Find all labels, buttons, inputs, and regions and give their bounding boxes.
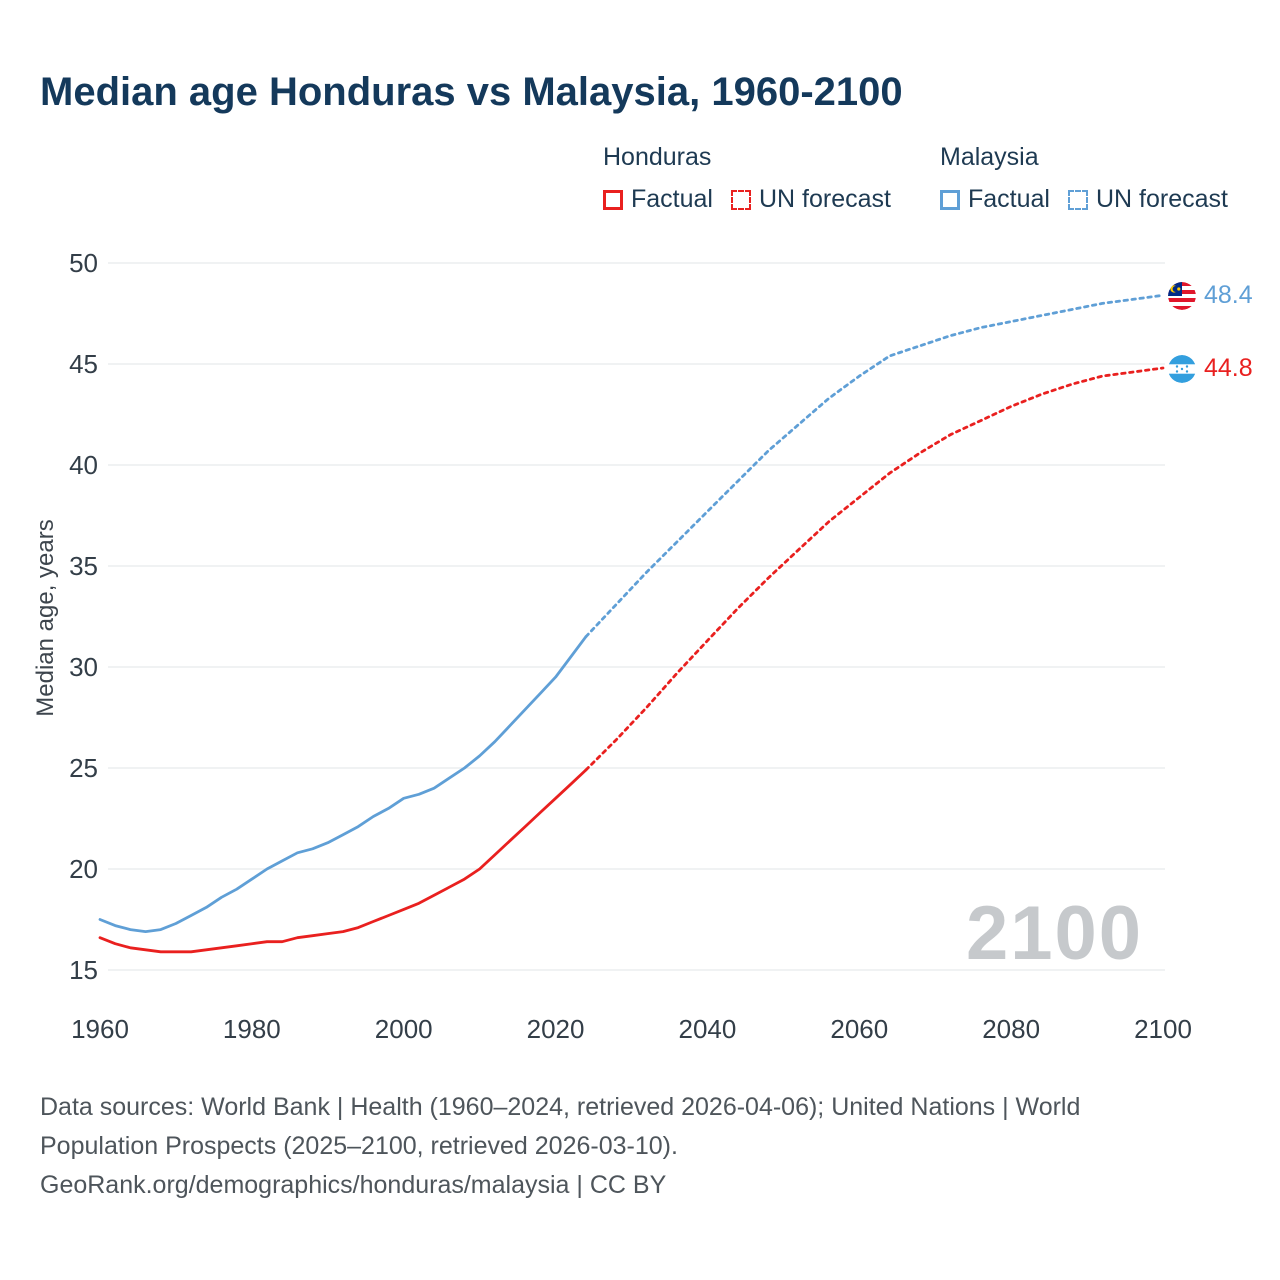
footer-data-sources-line: Data sources: World Bank | Health (1960–… bbox=[40, 1093, 1081, 1121]
legend-forecast-label: UN forecast bbox=[758, 185, 891, 213]
footer-data-sources-line-2: Population Prospects (2025–2100, retriev… bbox=[40, 1132, 678, 1160]
watermark-year: 2100 bbox=[966, 891, 1144, 976]
legend-honduras-factual: Factual bbox=[603, 185, 713, 214]
malaysia-end-value: 48.4 bbox=[1204, 281, 1253, 310]
series-malaysia-forecast bbox=[584, 293, 1165, 639]
series-honduras-forecast bbox=[584, 366, 1165, 772]
malaysia-factual-swatch-icon bbox=[940, 189, 960, 210]
malaysia-end-label: 48.4 bbox=[1168, 281, 1253, 310]
honduras-flag-icon bbox=[1168, 354, 1196, 383]
chart-title: Median age Honduras vs Malaysia, 1960-21… bbox=[40, 70, 903, 114]
legend-honduras-group: Honduras Factual UN forecast bbox=[603, 143, 891, 214]
honduras-factual-swatch-icon bbox=[603, 189, 623, 210]
legend-honduras-header: Honduras bbox=[603, 143, 712, 171]
footer: Data sources: World Bank | Health (1960–… bbox=[40, 1088, 1080, 1205]
legend-malaysia-group: Malaysia Factual UN forecast bbox=[940, 143, 1228, 214]
legend-factual-label: Factual bbox=[968, 185, 1050, 213]
legend-factual-label: Factual bbox=[631, 185, 713, 213]
honduras-forecast-swatch-icon bbox=[730, 189, 751, 210]
legend-malaysia-forecast: UN forecast bbox=[1067, 185, 1228, 214]
legend-honduras-row: Factual UN forecast bbox=[603, 185, 891, 214]
gridlines-group bbox=[108, 262, 1165, 971]
honduras-end-value: 44.8 bbox=[1204, 354, 1253, 383]
legend-malaysia-header: Malaysia bbox=[940, 143, 1039, 171]
footer-attribution-line: GeoRank.org/demographics/honduras/malays… bbox=[40, 1171, 667, 1199]
malaysia-forecast-swatch-icon bbox=[1067, 189, 1088, 210]
series-honduras-factual bbox=[98, 768, 588, 954]
legend-malaysia-row: Factual UN forecast bbox=[940, 185, 1228, 214]
legend-honduras-forecast: UN forecast bbox=[730, 185, 891, 214]
legend-malaysia-factual: Factual bbox=[940, 185, 1050, 214]
malaysia-flag-icon bbox=[1168, 281, 1196, 310]
series-lines-group bbox=[98, 293, 1165, 954]
y-axis-title: Median age, years bbox=[32, 519, 59, 717]
legend-forecast-label: UN forecast bbox=[1095, 185, 1228, 213]
series-malaysia-factual bbox=[98, 635, 588, 933]
honduras-end-label: 44.8 bbox=[1168, 354, 1253, 383]
